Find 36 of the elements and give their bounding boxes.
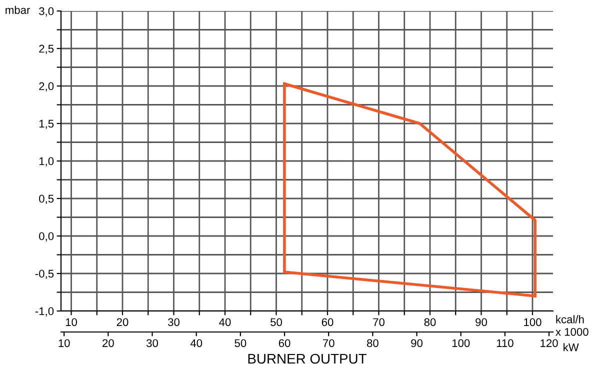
x-tick-label: 30 — [168, 318, 180, 326]
x-tick-label: 90 — [476, 318, 487, 326]
x2-tick-label: 10 — [58, 339, 70, 348]
y-tick-label: 1,0 — [39, 157, 54, 166]
x-tick-label: 50 — [270, 318, 282, 326]
y-tick-label: 3,0 — [39, 7, 54, 16]
y-tick-label: -1,0 — [35, 307, 54, 316]
y-axis-title: mbar — [6, 6, 30, 14]
x2-tick-label: 50 — [234, 339, 246, 348]
x-tick-label: 40 — [219, 318, 231, 326]
x2-tick-label: 80 — [366, 339, 378, 348]
x-axis-title: BURNER OUTPUT — [248, 354, 366, 364]
y-tick-label: 0,0 — [39, 232, 54, 242]
x-tick-label: 20 — [116, 318, 128, 326]
x-tick-label: 70 — [373, 318, 384, 326]
y-tick-label: 2,0 — [39, 82, 54, 92]
x2-tick-label: 30 — [146, 339, 158, 348]
x2-tick-label: 100 — [452, 339, 470, 348]
text: x 1000 — [556, 328, 588, 336]
y-tick-label: 1,5 — [39, 120, 54, 129]
x-tick-label: 10 — [66, 318, 77, 326]
x2-tick-label: 110 — [496, 339, 514, 348]
y-tick-label: 2,5 — [39, 44, 54, 54]
x-tick-label: 80 — [424, 318, 436, 326]
x2-tick-label: 20 — [102, 339, 114, 348]
x2-tick-label: 60 — [278, 339, 290, 348]
x2-tick-label: 40 — [190, 339, 202, 348]
y-tick-label: -0,5 — [35, 270, 54, 279]
x-tick-label: 100 — [524, 318, 542, 326]
x2-axis-title: kW — [564, 343, 579, 352]
text: kcal/h — [556, 315, 584, 324]
x2-tick-label: 90 — [411, 339, 423, 348]
y-tick-label: 0,5 — [39, 194, 54, 204]
x2-tick-label: 70 — [322, 339, 334, 348]
x2-tick-label: 120 — [540, 339, 558, 348]
x-tick-label: 60 — [322, 318, 334, 326]
